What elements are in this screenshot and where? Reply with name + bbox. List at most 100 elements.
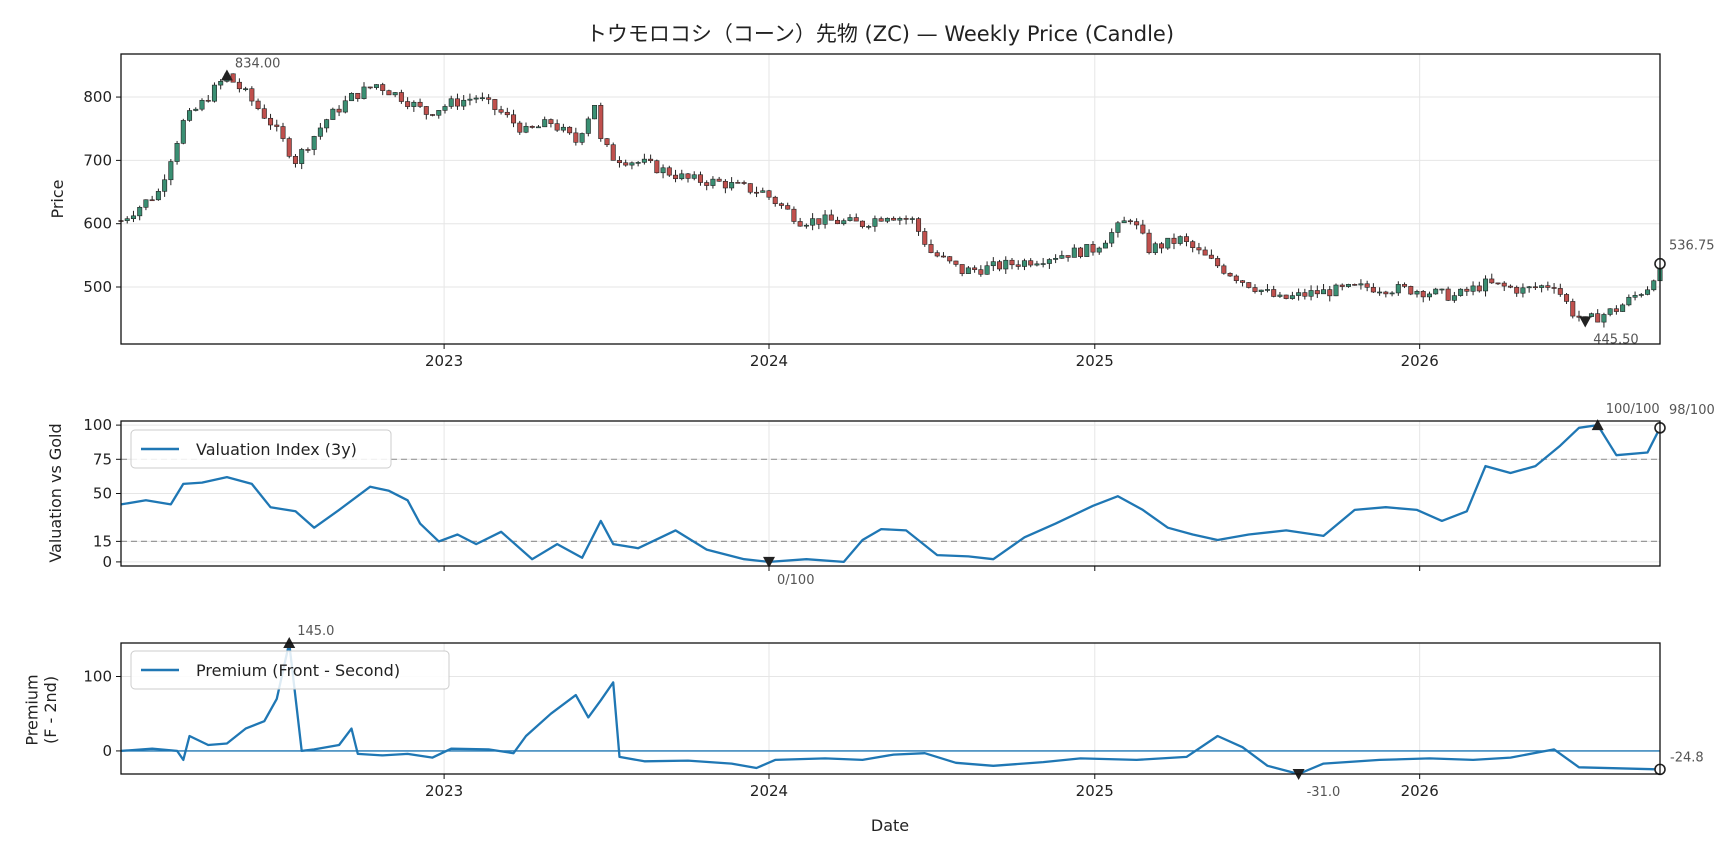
price-x-ticks: 2023 2024 2025 2026 — [425, 344, 1439, 370]
candle-body — [454, 98, 460, 107]
candle-body — [1059, 255, 1065, 259]
candle-body — [280, 126, 286, 139]
candle-body — [679, 173, 685, 180]
x-tick-label: 2023 — [425, 782, 463, 800]
candle-body — [1258, 289, 1264, 292]
candle-body — [1358, 283, 1364, 286]
candle-body — [1040, 263, 1046, 265]
candle-body — [230, 73, 236, 83]
x-tick-label: 2024 — [750, 782, 788, 800]
candle-body — [922, 231, 928, 245]
price-candles — [118, 73, 1663, 328]
candle-body — [772, 196, 778, 205]
candle-body — [953, 260, 959, 265]
candle-body — [317, 127, 323, 137]
candle-body — [361, 86, 367, 99]
premium-legend: Premium (Front - Second) — [130, 650, 450, 690]
candle-body — [554, 123, 560, 131]
candle-body — [342, 100, 348, 113]
max-marker — [220, 69, 233, 81]
y-tick-label: 100 — [83, 416, 112, 434]
candle-body — [1302, 292, 1308, 297]
candle-body — [1121, 220, 1127, 224]
candle-body — [1651, 280, 1657, 291]
candle-body — [1115, 222, 1121, 233]
candle-body — [872, 218, 878, 227]
candle-body — [498, 109, 504, 113]
candle-body — [517, 122, 523, 133]
candle-body — [448, 98, 454, 107]
candle-body — [585, 118, 591, 134]
candle-body — [218, 81, 224, 86]
candle-body — [635, 162, 641, 164]
candle-body — [1065, 255, 1071, 258]
x-tick-label: 2026 — [1401, 352, 1439, 370]
candle-body — [940, 255, 946, 258]
candle-body — [1395, 284, 1401, 294]
candle-body — [1327, 289, 1333, 297]
candle-body — [1345, 284, 1351, 287]
y-tick-label: 15 — [93, 532, 112, 550]
candle-body — [610, 144, 616, 161]
candle-body — [261, 108, 267, 119]
candle-body — [1439, 288, 1445, 291]
candle-body — [997, 261, 1003, 270]
candle-body — [461, 99, 467, 107]
candle-body — [1028, 260, 1034, 266]
candle-body — [492, 99, 498, 110]
candle-body — [1146, 232, 1152, 254]
candle-body — [417, 101, 423, 107]
candle-body — [149, 199, 155, 202]
candle-body — [1240, 280, 1246, 283]
candle-body — [747, 183, 753, 193]
candle-body — [1632, 295, 1638, 298]
candle-body — [1339, 284, 1345, 287]
valuation-panel: 0/100 100/100 98/100 0 15 50 75 100 Valuation … — [46, 402, 1715, 588]
candle-body — [760, 190, 766, 193]
candle-body — [1071, 247, 1077, 258]
candle-body — [1426, 293, 1432, 298]
candle-body — [1595, 313, 1601, 323]
annotation-label: -31.0 — [1307, 785, 1341, 800]
candle-body — [1015, 264, 1021, 267]
candle-body — [704, 182, 710, 186]
premium-y-label: Premium(F - 2nd) — [23, 674, 60, 745]
candle-body — [311, 136, 317, 150]
annotation-label: 145.0 — [297, 624, 334, 639]
candle-body — [1626, 296, 1632, 306]
candle-body — [155, 191, 161, 201]
series-line — [120, 423, 1662, 564]
candle-body — [1588, 313, 1594, 317]
candle-body — [236, 81, 242, 90]
candle-body — [866, 226, 872, 228]
candle-body — [592, 105, 598, 120]
y-tick-label: 0 — [102, 742, 112, 760]
candle-body — [685, 173, 691, 179]
annotation-label: 0/100 — [777, 573, 814, 588]
candle-body — [1109, 232, 1115, 244]
candle-body — [1034, 263, 1040, 266]
candle-body — [1389, 292, 1395, 295]
candle-body — [648, 158, 654, 162]
premium-y-label-line: Premium — [23, 674, 42, 745]
candle-body — [1483, 278, 1489, 292]
candle-body — [367, 86, 373, 89]
candle-body — [1053, 258, 1059, 260]
candle-body — [984, 265, 990, 275]
candle-body — [1370, 287, 1376, 293]
premium-x-label: Date — [871, 816, 909, 835]
candle-body — [1321, 289, 1327, 295]
min-marker — [763, 556, 775, 568]
candle-body — [398, 92, 404, 102]
candle-body — [1183, 236, 1189, 242]
premium-annotations: 145.0 -31.0 -24.8 — [283, 624, 1704, 800]
annotation-label: -24.8 — [1670, 750, 1704, 765]
candle-body — [1096, 247, 1102, 253]
candle-body — [616, 160, 622, 164]
candle-body — [299, 149, 305, 164]
candle-body — [1233, 275, 1239, 281]
candle-body — [1003, 259, 1009, 270]
annotation-label: 98/100 — [1669, 403, 1715, 418]
candle-body — [1215, 258, 1221, 267]
